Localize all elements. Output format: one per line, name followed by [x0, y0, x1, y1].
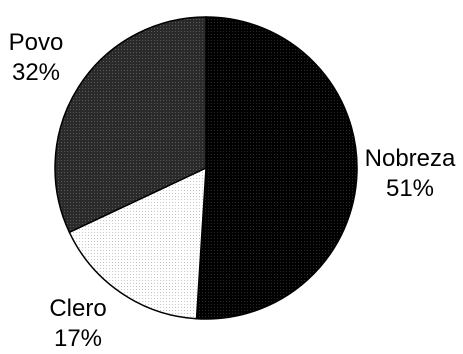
pie-labels: Nobreza 51% Clero 17% Povo 32%: [9, 29, 456, 352]
slice-value-povo: 32%: [12, 59, 60, 86]
slice-label-nobreza: Nobreza: [365, 145, 456, 172]
slice-value-nobreza: 51%: [386, 175, 434, 202]
slice-label-povo: Povo: [9, 29, 64, 56]
slice-label-clero: Clero: [49, 295, 106, 322]
pie-slices: [54, 16, 358, 320]
pie-slice-povo: [54, 16, 207, 234]
pie-slice-clero: [68, 166, 207, 320]
slice-value-clero: 17%: [54, 325, 102, 352]
pie-slice-nobreza: [195, 16, 358, 320]
